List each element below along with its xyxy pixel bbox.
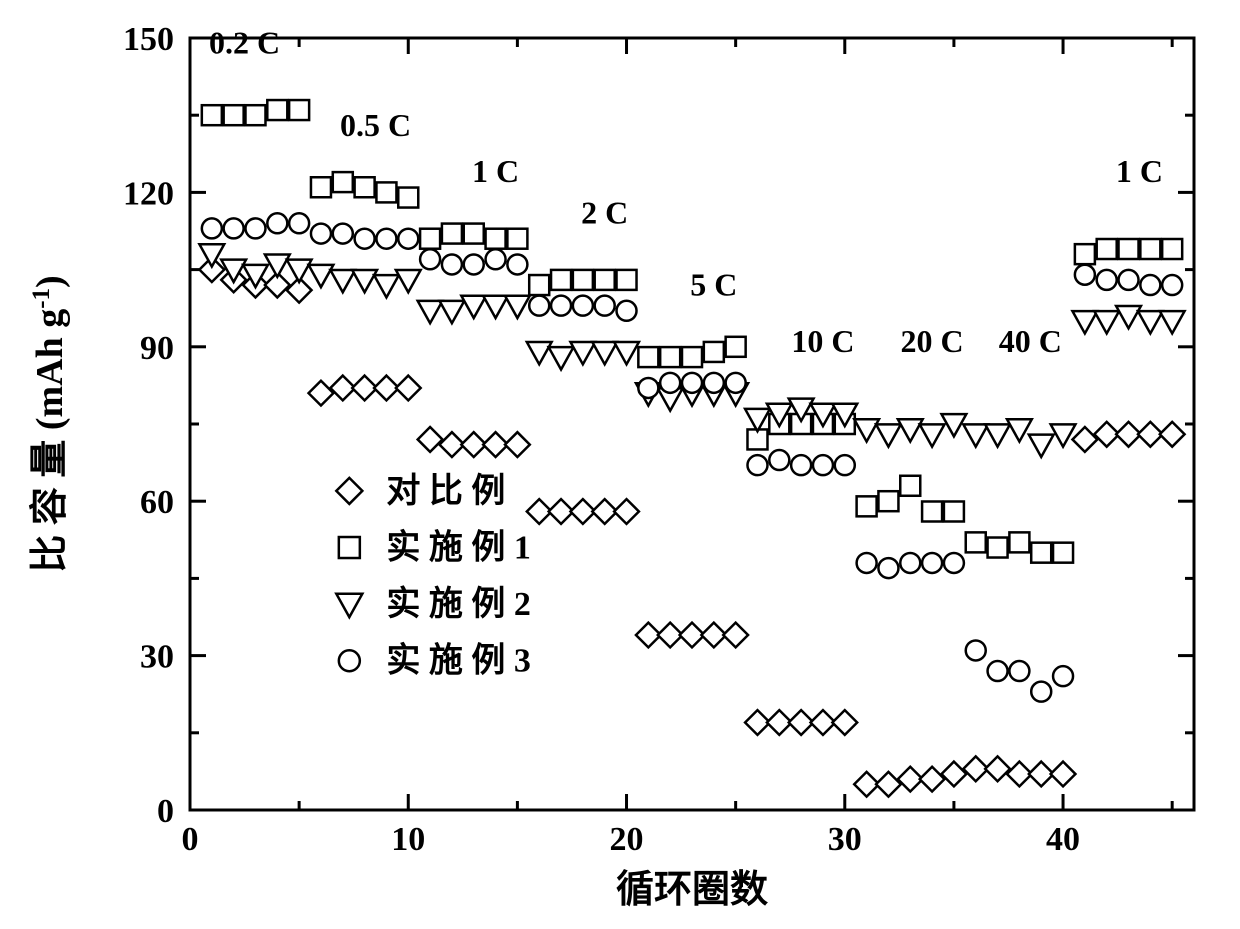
y-axis-label: 比 容 量 (mAh g-1) xyxy=(28,275,72,572)
rate-label: 0.5 C xyxy=(340,107,411,143)
x-tick-label: 40 xyxy=(1046,821,1080,858)
rate-label: 1 C xyxy=(472,153,519,189)
rate-label: 20 C xyxy=(901,323,964,359)
x-tick-label: 30 xyxy=(828,821,862,858)
rate-label: 10 C xyxy=(791,323,854,359)
y-tick-label: 0 xyxy=(157,793,174,830)
x-tick-label: 0 xyxy=(182,821,199,858)
chart-svg: 0 10 20 30 40 0 30 60 90 120 150 循环圈数 比 容 量 (mAh g-1… xyxy=(0,0,1240,929)
y-tick-label: 60 xyxy=(140,484,174,521)
y-tick-label: 30 xyxy=(140,639,174,676)
rate-label: 2 C xyxy=(581,194,628,230)
rate-label: 0.2 C xyxy=(209,24,280,60)
rate-label: 40 C xyxy=(999,323,1062,359)
legend-label: 对 比 例 xyxy=(386,472,505,510)
legend-label: 实 施 例 1 xyxy=(386,529,531,567)
legend-label: 实 施 例 2 xyxy=(386,585,531,623)
rate-label: 5 C xyxy=(690,266,737,302)
y-tick-label: 90 xyxy=(140,330,174,367)
svg-text:比 容 量 (mAh g-1): 比 容 量 (mAh g-1) xyxy=(28,275,72,572)
x-axis-label: 循环圈数 xyxy=(616,869,768,911)
y-tick-label: 120 xyxy=(123,175,174,212)
legend-label: 实 施 例 3 xyxy=(386,642,531,680)
capacity-rate-chart: 0 10 20 30 40 0 30 60 90 120 150 循环圈数 比 容 量 (mAh g-1… xyxy=(0,0,1240,929)
x-tick-label: 20 xyxy=(610,821,644,858)
rate-label: 1 C xyxy=(1116,153,1163,189)
y-tick-label: 150 xyxy=(123,21,174,58)
x-tick-label: 10 xyxy=(391,821,425,858)
